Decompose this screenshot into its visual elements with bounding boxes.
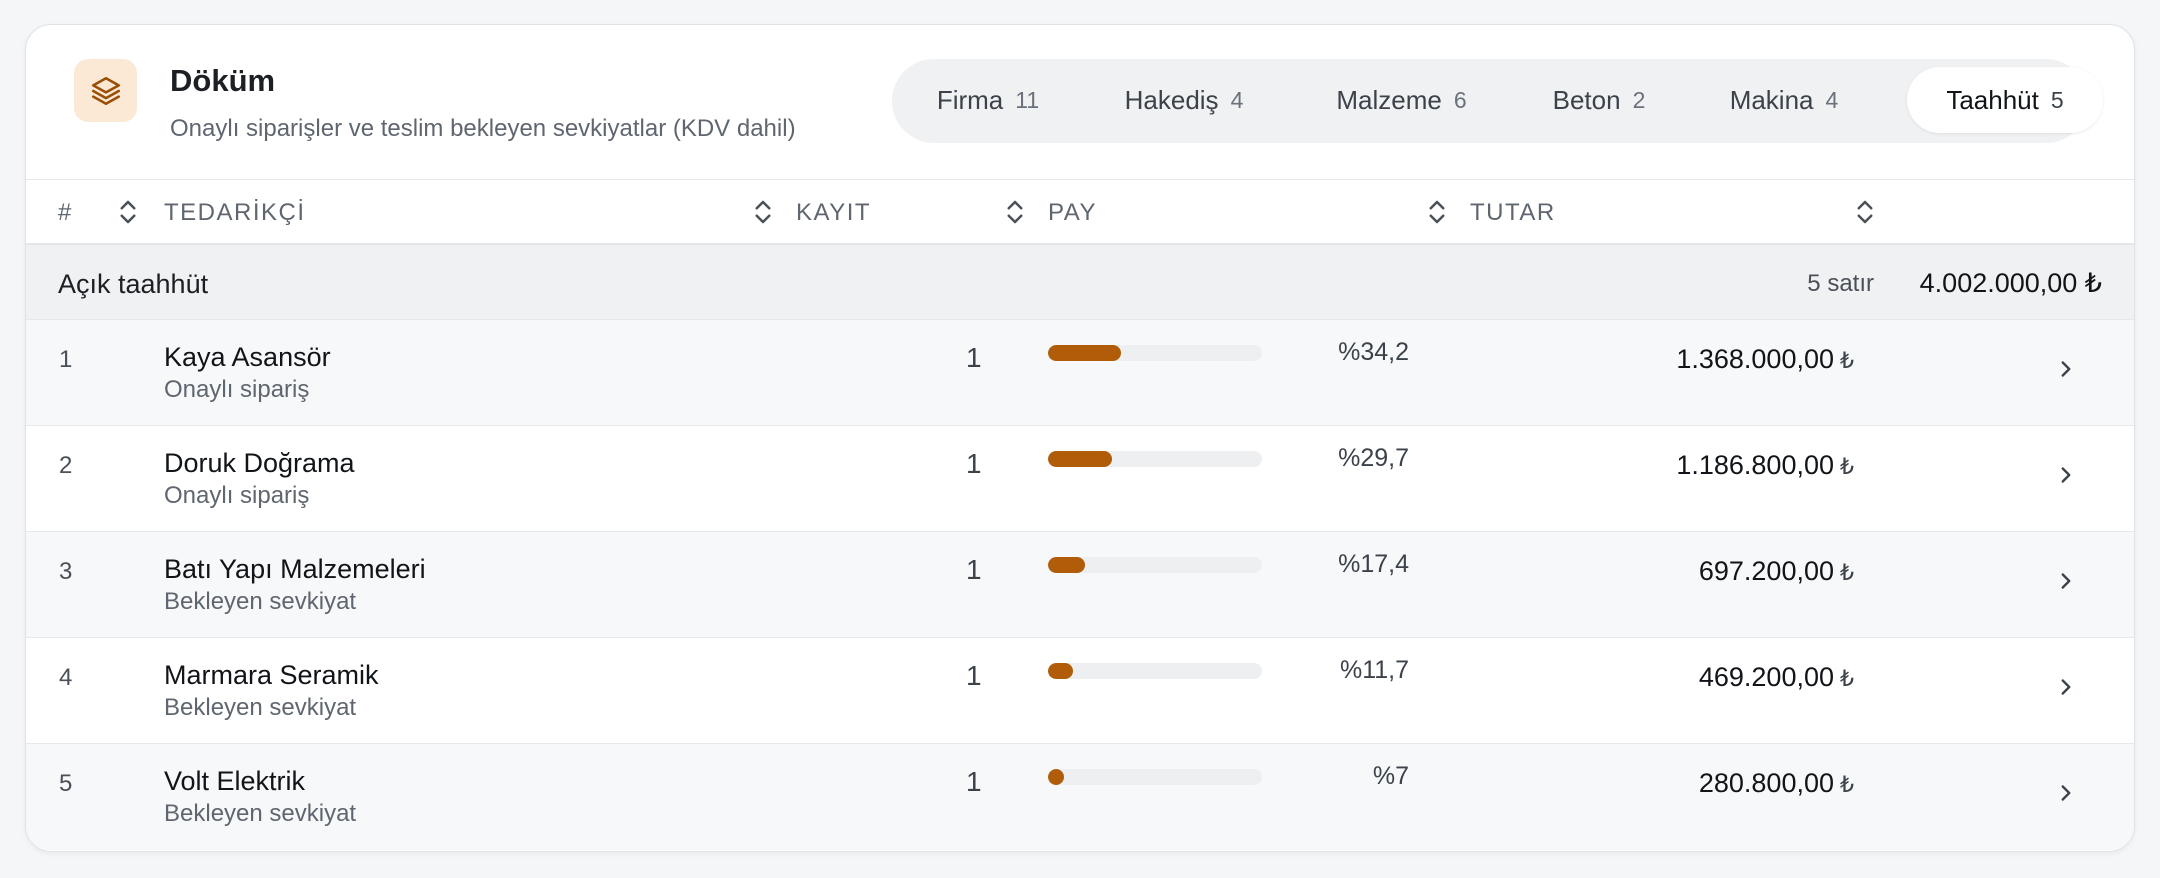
share-bar [1048,663,1262,679]
share-percent: %11,7 [1339,656,1409,684]
share-bar [1048,557,1262,573]
page-subtitle: Onaylı siparişler ve teslim bekleyen sev… [170,115,796,142]
share-percent: %34,2 [1338,338,1409,366]
tab-malzeme[interactable]: Malzeme 6 [1294,67,1509,133]
tab-beton[interactable]: Beton 2 [1519,67,1679,133]
currency-symbol: ₺ [1840,666,1854,691]
column-header-num: # [58,198,73,226]
share-bar-fill [1048,557,1086,573]
supplier-name: Batı Yapı Malzemeleri [164,554,426,584]
record-count: 1 [966,660,982,691]
row-number: 2 [59,452,73,479]
table-row[interactable]: 1 Kaya Asansör Onaylı sipariş 1 %34,2 1.… [26,320,2134,426]
tab-firma[interactable]: Firma 11 [902,67,1074,133]
currency-symbol: ₺ [1840,454,1854,479]
supplier-status: Bekleyen sevkiyat [164,800,357,827]
share-bar [1048,769,1262,785]
tab-count: 11 [1015,86,1040,113]
currency-symbol: ₺ [1840,772,1854,797]
share-bar-fill [1048,345,1122,361]
column-header-supplier: TEDARİKÇİ [164,198,306,226]
chevron-right-icon[interactable] [2053,356,2079,382]
supplier-status: Onaylı sipariş [164,482,310,509]
amount-value: 1.186.800,00 [1676,450,1834,480]
record-count: 1 [966,342,982,373]
chevron-right-icon[interactable] [2053,568,2079,594]
record-count: 1 [966,766,982,797]
card-header: Döküm Onaylı siparişler ve teslim bekley… [26,25,2134,180]
share-percent: %7 [1372,762,1409,790]
table-row[interactable]: 3 Batı Yapı Malzemeleri Bekleyen sevkiya… [26,532,2134,638]
table-header: # TEDARİKÇİ KAYIT PAY TUTAR [26,180,2134,245]
column-header-tutar: TUTAR [1470,198,1556,226]
currency-symbol: ₺ [1840,560,1854,585]
tab-count: 6 [1453,86,1467,113]
chevron-right-icon[interactable] [2053,462,2079,488]
amount: 1.186.800,00 ₺ [1676,450,1854,481]
supplier-name: Kaya Asansör [164,342,331,372]
amount-value: 280.800,00 [1698,768,1834,798]
share-percent: %17,4 [1338,550,1409,578]
record-count: 1 [966,554,982,585]
row-number: 3 [59,558,73,585]
share-bar-fill [1048,663,1074,679]
group-total: 4.002.000,00 ₺ [1919,268,2102,298]
amount-value: 1.368.000,00 [1676,344,1834,374]
tab-count: 4 [1825,86,1839,113]
amount: 1.368.000,00 ₺ [1676,344,1854,375]
tab-count: 2 [1632,86,1646,113]
supplier-status: Bekleyen sevkiyat [164,588,357,615]
row-number: 4 [59,664,73,691]
group-row-count: 5 satır [1807,270,1874,297]
tab-label: Makina [1729,84,1814,115]
table-row[interactable]: 5 Volt Elektrik Bekleyen sevkiyat 1 %7 2… [26,744,2134,850]
supplier-status: Onaylı sipariş [164,376,310,403]
tab-label: Firma [936,84,1004,115]
amount: 280.800,00 ₺ [1699,768,1854,799]
chevron-right-icon[interactable] [2053,780,2079,806]
chevron-right-icon[interactable] [2053,674,2079,700]
supplier-name: Marmara Seramik [164,660,379,690]
tab-label: Taahhüt [1946,84,2039,115]
tab-label: Malzeme [1336,84,1442,115]
share-bar-fill [1048,769,1064,785]
tab-label: Beton [1552,84,1621,115]
amount-value: 469.200,00 [1698,662,1834,692]
group-label: Açık taahhüt [58,269,209,299]
amount: 469.200,00 ₺ [1699,662,1854,693]
table-row[interactable]: 4 Marmara Seramik Bekleyen sevkiyat 1 %1… [26,638,2134,744]
row-number: 5 [59,770,73,797]
report-card: Döküm Onaylı siparişler ve teslim bekley… [25,24,2135,852]
sort-icon[interactable] [1422,197,1452,227]
tab-taahhut[interactable]: Taahhüt 5 [1907,67,2103,133]
share-bar-fill [1048,451,1112,467]
supplier-status: Bekleyen sevkiyat [164,694,357,721]
column-header-pay: PAY [1048,198,1097,226]
layers-icon [74,59,137,122]
share-percent: %29,7 [1338,444,1409,472]
tab-count: 5 [2050,86,2064,113]
column-header-kayit: KAYIT [796,198,872,226]
tab-count: 4 [1230,86,1244,113]
supplier-name: Doruk Doğrama [164,448,355,478]
category-tabs: Firma 11 Hakediş 4 Malzeme 6 Beton 2 Mak… [892,59,2103,143]
share-bar [1048,345,1262,361]
supplier-name: Volt Elektrik [164,766,306,796]
amount: 697.200,00 ₺ [1699,556,1854,587]
tab-label: Hakediş [1124,84,1219,115]
amount-value: 697.200,00 [1698,556,1834,586]
tab-hakedis[interactable]: Hakediş 4 [1084,67,1284,133]
sort-icon[interactable] [748,197,778,227]
sort-icon[interactable] [113,197,143,227]
row-number: 1 [59,346,73,373]
sort-icon[interactable] [1850,197,1880,227]
currency-symbol: ₺ [1840,348,1854,373]
page-title: Döküm [170,63,276,98]
tab-makina[interactable]: Makina 4 [1689,67,1879,133]
table-row[interactable]: 2 Doruk Doğrama Onaylı sipariş 1 %29,7 1… [26,426,2134,532]
sort-icon[interactable] [1000,197,1030,227]
group-row: Açık taahhüt 5 satır 4.002.000,00 ₺ [26,245,2134,320]
record-count: 1 [966,448,982,479]
share-bar [1048,451,1262,467]
